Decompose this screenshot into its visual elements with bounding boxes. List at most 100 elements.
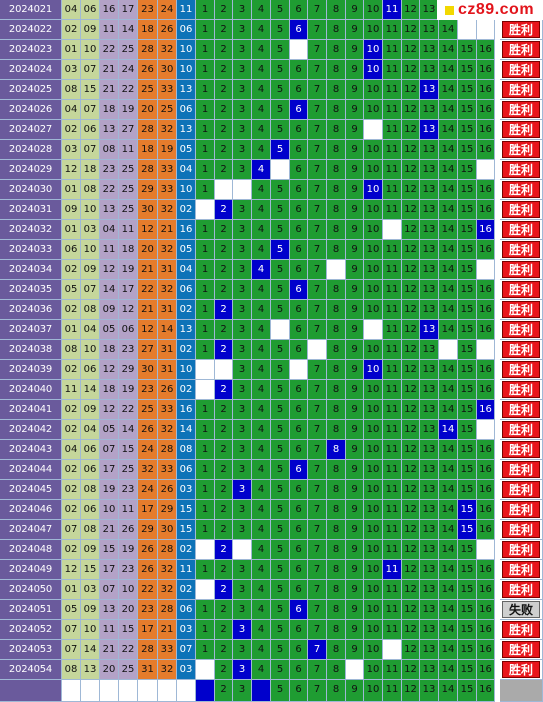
trend-cell: 2 [215,640,233,660]
trend-cell: 11 [383,200,402,220]
trend-cell: 12 [402,520,420,540]
red-ball-cell: 14 [100,280,119,300]
red-ball-cell: 20 [100,660,119,680]
result-win-badge: 胜利 [502,181,540,198]
trend-cell: 9 [346,0,364,20]
red-ball-cell: 03 [62,60,81,80]
trend-cell: 6 [290,380,308,400]
trend-blank-cell [477,260,495,280]
period-cell: 2024034 [0,260,62,280]
red-ball-cell: 14 [158,320,177,340]
red-ball-cell: 09 [81,400,100,420]
trend-cell: 7 [308,140,327,160]
trend-cell: 3 [233,600,252,620]
trend-cell: 11 [383,60,402,80]
red-ball-cell: 18 [81,160,100,180]
trend-cell: 13 [420,380,439,400]
trend-cell: 3 [233,500,252,520]
trend-cell: 13 [420,240,439,260]
trend-hit-cell: 8 [327,440,346,460]
blue-ball-cell: 11 [177,0,196,20]
trend-cell: 6 [290,60,308,80]
trend-hit-cell: 10 [364,40,383,60]
trend-cell: 14 [439,320,458,340]
red-ball-cell: 12 [119,300,138,320]
trend-cell: 14 [439,560,458,580]
result-cell: 胜利 [500,220,543,240]
red-ball-cell: 04 [81,320,100,340]
red-ball-cell: 32 [158,280,177,300]
trend-cell: 4 [252,480,271,500]
trend-cell: 12 [402,600,420,620]
trend-cell: 12 [402,360,420,380]
blue-ball-cell: 10 [177,180,196,200]
result-cell: 胜利 [500,440,543,460]
trend-cell: 9 [346,560,364,580]
trend-cell: 12 [402,660,420,680]
red-ball-cell: 25 [119,40,138,60]
trend-cell: 6 [290,300,308,320]
trend-hit-cell: 2 [215,580,233,600]
red-ball-cell: 02 [62,400,81,420]
trend-cell: 15 [458,140,477,160]
red-ball-cell: 03 [62,140,81,160]
result-win-badge: 胜利 [502,201,540,218]
trend-cell: 5 [271,280,290,300]
red-ball-cell: 26 [138,420,158,440]
red-ball-cell: 16 [100,0,119,20]
blue-ball-cell: 13 [177,80,196,100]
trend-cell: 8 [327,60,346,80]
trend-cell: 12 [402,260,420,280]
trend-cell: 5 [271,500,290,520]
period-cell: 2024029 [0,160,62,180]
trend-cell: 1 [196,420,215,440]
trend-cell: 9 [346,280,364,300]
red-ball-cell: 12 [100,260,119,280]
result-win-badge: 胜利 [502,21,540,38]
red-ball-cell: 28 [138,120,158,140]
red-ball-cell: 19 [119,100,138,120]
red-ball-cell: 12 [62,560,81,580]
red-ball-cell: 32 [158,200,177,220]
red-ball-cell: 07 [81,280,100,300]
trend-cell: 8 [327,0,346,20]
trend-cell: 13 [420,200,439,220]
trend-hit-cell: 16 [477,400,495,420]
trend-cell: 10 [364,500,383,520]
red-ball-cell: 03 [81,220,100,240]
trend-cell: 2 [215,400,233,420]
result-cell: 胜利 [500,400,543,420]
trend-cell: 15 [458,100,477,120]
trend-cell: 15 [458,120,477,140]
trend-cell: 6 [290,520,308,540]
trend-cell: 10 [364,560,383,580]
trend-cell: 4 [252,0,271,20]
trend-cell: 8 [327,220,346,240]
red-ball-cell: 23 [119,480,138,500]
red-ball-cell: 33 [158,80,177,100]
trend-cell: 16 [477,500,495,520]
footer-trend-cell: 5 [271,680,290,702]
trend-hit-cell: 6 [290,100,308,120]
trend-cell: 2 [215,420,233,440]
blue-ball-cell: 02 [177,380,196,400]
trend-cell: 10 [364,160,383,180]
red-ball-cell: 15 [119,620,138,640]
red-ball-cell: 14 [81,380,100,400]
trend-cell: 12 [402,400,420,420]
trend-cell: 1 [196,0,215,20]
red-ball-cell: 17 [138,500,158,520]
red-ball-cell: 07 [62,620,81,640]
trend-blank-cell [308,340,327,360]
red-ball-cell: 26 [119,520,138,540]
trend-cell: 12 [402,340,420,360]
trend-cell: 6 [290,660,308,680]
result-win-badge: 胜利 [502,541,540,558]
red-ball-cell: 22 [119,640,138,660]
red-ball-cell: 02 [62,300,81,320]
trend-cell: 1 [196,220,215,240]
red-ball-cell: 07 [100,440,119,460]
red-ball-cell: 07 [81,140,100,160]
trend-cell: 3 [233,300,252,320]
result-win-badge: 胜利 [502,661,540,678]
